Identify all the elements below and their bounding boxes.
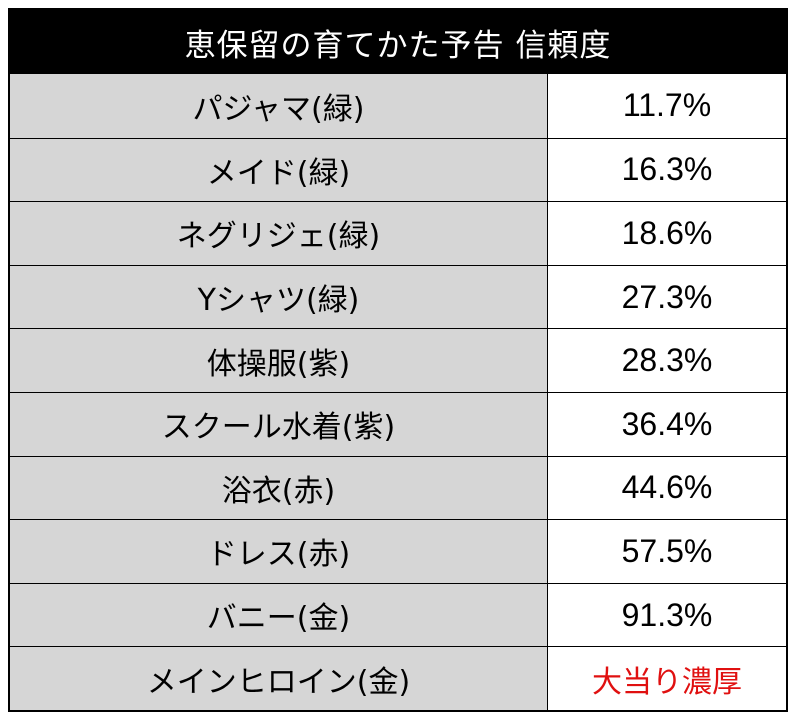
row-label: メインヒロイン(金) bbox=[10, 647, 548, 710]
row-value: 18.6% bbox=[548, 202, 786, 265]
row-label: 浴衣(赤) bbox=[10, 456, 548, 520]
row-value: 27.3% bbox=[548, 265, 786, 329]
row-label: 体操服(紫) bbox=[10, 329, 548, 392]
row-label: メイド(緑) bbox=[10, 138, 548, 202]
table-row: メインヒロイン(金) 大当り濃厚 bbox=[10, 646, 786, 710]
row-label: ドレス(赤) bbox=[10, 520, 548, 583]
row-value: 16.3% bbox=[548, 138, 786, 202]
table-row: ネグリジェ(緑) 18.6% bbox=[10, 201, 786, 265]
table-row: ドレス(赤) 57.5% bbox=[10, 519, 786, 583]
row-value: 36.4% bbox=[548, 392, 786, 456]
table-row: 浴衣(赤) 44.6% bbox=[10, 455, 786, 520]
table-row: パジャマ(緑) 11.7% bbox=[10, 74, 786, 138]
table-row: Yシャツ(緑) 27.3% bbox=[10, 264, 786, 329]
jackpot-value: 大当り濃厚 bbox=[548, 647, 786, 710]
table-title: 恵保留の育てかた予告 信頼度 bbox=[10, 10, 786, 74]
reliability-table: 恵保留の育てかた予告 信頼度 パジャマ(緑) 11.7% メイド(緑) 16.3… bbox=[8, 8, 788, 712]
row-value: 91.3% bbox=[548, 583, 786, 647]
table-row: バニー(金) 91.3% bbox=[10, 582, 786, 647]
row-label: パジャマ(緑) bbox=[10, 74, 548, 138]
table-body: パジャマ(緑) 11.7% メイド(緑) 16.3% ネグリジェ(緑) 18.6… bbox=[10, 74, 786, 710]
row-value: 11.7% bbox=[548, 74, 786, 138]
row-value: 44.6% bbox=[548, 456, 786, 520]
row-label: Yシャツ(緑) bbox=[10, 265, 548, 329]
table-row: 体操服(紫) 28.3% bbox=[10, 328, 786, 392]
row-label: スクール水着(紫) bbox=[10, 392, 548, 456]
table-row: メイド(緑) 16.3% bbox=[10, 137, 786, 202]
row-value: 28.3% bbox=[548, 329, 786, 392]
row-label: バニー(金) bbox=[10, 583, 548, 647]
table-row: スクール水着(紫) 36.4% bbox=[10, 391, 786, 456]
row-value: 57.5% bbox=[548, 520, 786, 583]
row-label: ネグリジェ(緑) bbox=[10, 202, 548, 265]
